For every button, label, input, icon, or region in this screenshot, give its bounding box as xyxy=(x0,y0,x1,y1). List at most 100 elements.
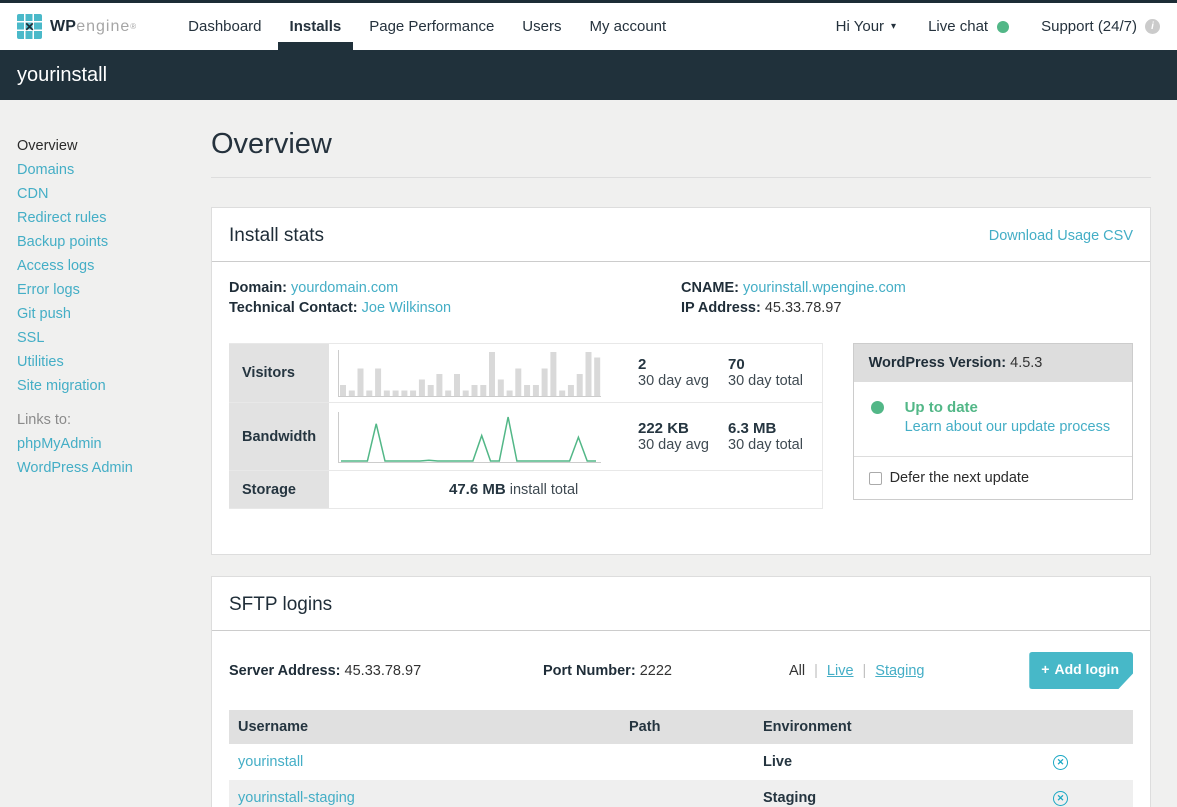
wordpress-version-value: 4.5.3 xyxy=(1010,355,1043,371)
sidebar-item-cdn[interactable]: CDN xyxy=(17,186,49,202)
filter-live[interactable]: Live xyxy=(826,662,854,679)
install-stats-panel: Install stats Download Usage CSV Domain:… xyxy=(211,207,1151,555)
defer-update-checkbox[interactable] xyxy=(868,471,882,485)
technical-contact-label: Technical Contact: xyxy=(229,300,358,316)
wordpress-version-box: WordPress Version: 4.5.3 Up to date Lear… xyxy=(852,343,1133,500)
header-username: Username xyxy=(238,719,309,735)
install-stats-header: Install stats Download Usage CSV xyxy=(212,208,1150,262)
table-row: yourinstall-staging Staging ✕ xyxy=(229,780,1133,807)
sftp-title: SFTP logins xyxy=(229,594,333,615)
wpengine-logo[interactable]: WP engine ® xyxy=(17,3,136,50)
brand-engine-text: engine xyxy=(76,17,131,35)
sidebar-item-overview[interactable]: Overview xyxy=(17,138,78,154)
top-accent-bar xyxy=(0,0,1177,3)
install-name: yourinstall xyxy=(17,63,108,86)
support-label: Support (24/7) xyxy=(1041,18,1137,35)
storage-row: Storage 47.6 MB install total xyxy=(229,471,822,508)
links-to-label: Links to: xyxy=(17,412,71,428)
chevron-down-icon: ▾ xyxy=(891,21,897,32)
bandwidth-avg-caption: 30 day avg xyxy=(638,436,709,453)
ip-address-value: 45.33.78.97 xyxy=(764,300,842,316)
bandwidth-line-chart xyxy=(338,411,601,463)
nav-utility-area: Hi Your ▾ Live chat Support (24/7) i xyxy=(804,3,1160,50)
port-number-label: Port Number: xyxy=(543,662,636,679)
header-environment: Environment xyxy=(763,719,852,735)
wordpress-version-header: WordPress Version: 4.5.3 xyxy=(853,344,1132,382)
cname-link[interactable]: yourinstall.wpengine.com xyxy=(743,280,906,296)
bandwidth-avg-value: 222 KB xyxy=(638,419,689,437)
download-usage-csv-link[interactable]: Download Usage CSV xyxy=(988,228,1133,244)
sidebar-item-site-migration[interactable]: Site migration xyxy=(17,378,106,394)
nav-installs[interactable]: Installs xyxy=(276,3,356,50)
sidebar-item-phpmyadmin[interactable]: phpMyAdmin xyxy=(17,436,102,452)
install-meta: Domain: yourdomain.com Technical Contact… xyxy=(212,262,1150,318)
sidebar-item-ssl[interactable]: SSL xyxy=(17,330,45,346)
nav-dashboard[interactable]: Dashboard xyxy=(188,18,262,35)
domain-link[interactable]: yourdomain.com xyxy=(291,280,399,296)
filter-staging[interactable]: Staging xyxy=(875,662,925,679)
sidebar-item-error-logs[interactable]: Error logs xyxy=(17,282,80,298)
table-row: yourinstall Live ✕ xyxy=(229,744,1133,780)
visitors-avg-value: 2 xyxy=(638,356,647,373)
main-content: Overview Install stats Download Usage CS… xyxy=(211,100,1151,807)
bandwidth-total-caption: 30 day total xyxy=(728,436,803,453)
defer-update-row: Defer the next update xyxy=(853,456,1132,499)
sftp-environment-cell: Staging xyxy=(763,790,817,806)
technical-contact-link[interactable]: Joe Wilkinson xyxy=(361,300,452,316)
info-icon: i xyxy=(1145,19,1160,34)
visitors-row: Visitors 2 30 day avg 70 30 day total xyxy=(229,344,822,403)
account-menu[interactable]: Hi Your ▾ xyxy=(836,18,896,35)
nav-users[interactable]: Users xyxy=(522,18,562,35)
port-number-value: 2222 xyxy=(639,662,672,679)
install-banner: yourinstall xyxy=(0,50,1177,100)
visitors-bar-chart xyxy=(338,349,601,397)
ip-address-row: IP Address: 45.33.78.97 xyxy=(681,298,1133,318)
server-address-row: Server Address: 45.33.78.97 xyxy=(229,663,543,679)
brand-wp-text: WP xyxy=(50,17,77,35)
sidebar-item-redirect-rules[interactable]: Redirect rules xyxy=(17,210,107,226)
domain-row: Domain: yourdomain.com xyxy=(229,278,681,298)
sftp-username-link[interactable]: yourinstall xyxy=(238,754,304,770)
nav-page-performance[interactable]: Page Performance xyxy=(369,18,495,35)
chat-online-dot-icon xyxy=(997,20,1010,33)
sftp-header: SFTP logins xyxy=(212,577,1150,631)
filter-all[interactable]: All xyxy=(789,662,806,679)
server-address-label: Server Address: xyxy=(229,662,341,679)
table-header-row: Username Path Environment xyxy=(229,710,1133,744)
live-chat-link[interactable]: Live chat xyxy=(928,18,1010,35)
support-link[interactable]: Support (24/7) i xyxy=(1041,18,1160,35)
sidebar: Overview Domains CDN Redirect rules Back… xyxy=(0,100,211,807)
wordpress-status-section: Up to date Learn about our update proces… xyxy=(854,382,1132,456)
visitors-label: Visitors xyxy=(229,344,329,402)
update-process-link[interactable]: Learn about our update process xyxy=(904,419,1111,435)
sidebar-item-utilities[interactable]: Utilities xyxy=(17,354,64,370)
sftp-username-link[interactable]: yourinstall-staging xyxy=(238,790,355,806)
sftp-controls: Server Address: 45.33.78.97 Port Number:… xyxy=(212,631,1150,710)
nav-my-account[interactable]: My account xyxy=(589,18,667,35)
usage-stats-table: Visitors 2 30 day avg 70 30 day total Ba… xyxy=(229,343,823,509)
sidebar-item-backup-points[interactable]: Backup points xyxy=(17,234,109,250)
wpengine-logo-icon xyxy=(17,14,42,39)
primary-nav: Dashboard Installs Page Performance User… xyxy=(174,3,680,50)
sftp-logins-table: Username Path Environment yourinstall Li… xyxy=(229,710,1133,807)
add-login-button[interactable]: + Add login xyxy=(1029,652,1133,689)
sidebar-item-domains[interactable]: Domains xyxy=(17,162,75,178)
delete-login-icon[interactable]: ✕ xyxy=(1053,754,1068,770)
top-navigation: WP engine ® Dashboard Installs Page Perf… xyxy=(0,3,1177,50)
cname-row: CNAME: yourinstall.wpengine.com xyxy=(681,278,1133,298)
sidebar-nav-list: Overview Domains CDN Redirect rules Back… xyxy=(17,134,201,398)
filter-separator: | xyxy=(814,662,818,679)
defer-update-label: Defer the next update xyxy=(889,470,1030,486)
sidebar-item-access-logs[interactable]: Access logs xyxy=(17,258,95,274)
visitors-total-value: 70 xyxy=(728,356,745,373)
environment-filters: All | Live | Staging xyxy=(789,663,924,679)
title-divider xyxy=(211,177,1151,178)
sidebar-item-git-push[interactable]: Git push xyxy=(17,306,71,322)
sidebar-item-wordpress-admin[interactable]: WordPress Admin xyxy=(17,460,133,476)
live-chat-label: Live chat xyxy=(928,18,989,35)
visitors-total-caption: 30 day total xyxy=(728,373,803,389)
cname-label: CNAME: xyxy=(681,280,739,296)
delete-login-icon[interactable]: ✕ xyxy=(1053,790,1068,806)
storage-caption: install total xyxy=(509,482,579,498)
brand-registered-mark: ® xyxy=(130,22,137,31)
